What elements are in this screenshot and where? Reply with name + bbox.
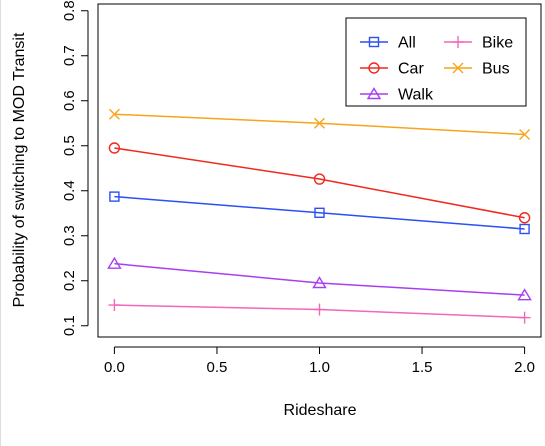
y-tick-label: 0.1 (61, 315, 78, 336)
y-axis: 0.1 0.2 0.3 0.4 0.5 0.6 0.7 0.8 (61, 0, 89, 336)
y-axis-title: Probability of switching to MOD Transit (11, 32, 28, 307)
legend-item-walk: Walk (360, 87, 434, 104)
legend-label: Walk (398, 87, 434, 104)
triangle-marker (312, 276, 327, 289)
x-tick-label: 1.0 (309, 359, 330, 376)
x-tick-label: 0.5 (207, 359, 228, 376)
legend-label: Bike (482, 35, 513, 52)
legend-item-bike: Bike (444, 35, 513, 52)
plus-marker (518, 311, 531, 324)
y-tick-label: 0.4 (61, 180, 78, 201)
x-axis: 0.0 0.5 1.0 1.5 2.0 (104, 346, 535, 376)
cross-marker (108, 108, 120, 120)
legend-label: Bus (482, 61, 510, 78)
plus-marker (108, 299, 121, 312)
legend-label: All (398, 35, 416, 52)
legend: All Bike Car Bus Walk (345, 17, 527, 107)
series-line-car (114, 147, 525, 219)
series-car (108, 142, 531, 224)
series-bus (108, 108, 531, 140)
square-marker (314, 207, 325, 219)
legend-item-bus: Bus (444, 61, 510, 78)
plus-marker (452, 36, 464, 48)
y-tick-label: 0.8 (61, 0, 78, 21)
series-line-walk (114, 262, 525, 296)
square-marker (519, 223, 530, 235)
series-line-bus (114, 113, 525, 136)
legend-label: Car (398, 61, 424, 78)
x-tick-label: 2.0 (514, 359, 535, 376)
triangle-marker (517, 288, 532, 301)
circle-marker (368, 62, 380, 74)
circle-marker (108, 142, 121, 154)
series-line-all (114, 195, 525, 230)
square-marker (368, 36, 380, 48)
square-marker (109, 191, 120, 202)
y-tick-label: 0.2 (61, 270, 78, 291)
y-tick-label: 0.5 (61, 135, 78, 156)
series-all (109, 191, 530, 235)
series-layer (107, 108, 532, 324)
plus-marker (313, 303, 326, 316)
cross-marker (452, 62, 464, 74)
y-tick-label: 0.7 (61, 45, 78, 66)
cross-marker (314, 117, 325, 129)
y-tick-label: 0.3 (61, 225, 78, 246)
circle-marker (313, 173, 326, 185)
x-tick-label: 0.0 (104, 359, 125, 376)
circle-marker (518, 212, 531, 224)
legend-item-all: All (360, 35, 416, 52)
cross-marker (519, 129, 531, 140)
x-tick-label: 1.5 (412, 359, 433, 376)
page-border (0, 0, 1, 446)
y-tick-label: 0.6 (61, 90, 78, 111)
plot-frame (97, 3, 542, 338)
x-axis-title: Rideshare (284, 402, 357, 419)
series-bike (108, 299, 531, 324)
triangle-marker (366, 87, 382, 100)
legend-item-car: Car (360, 61, 424, 78)
triangle-marker (107, 256, 122, 269)
series-walk (107, 256, 532, 301)
